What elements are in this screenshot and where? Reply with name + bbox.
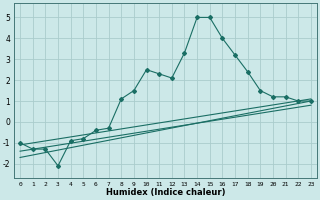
X-axis label: Humidex (Indice chaleur): Humidex (Indice chaleur) (106, 188, 225, 197)
